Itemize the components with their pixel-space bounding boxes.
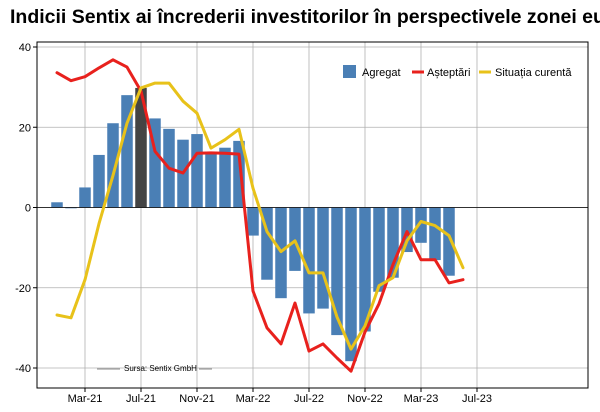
y-tick-label: -40 — [15, 363, 31, 375]
bar-agregat — [135, 87, 147, 208]
bar-agregat — [331, 207, 343, 336]
y-tick-label: -20 — [15, 283, 31, 295]
legend-swatch-agregat — [343, 65, 356, 78]
bar-agregat — [401, 207, 413, 253]
bar-agregat — [191, 134, 203, 208]
bar-agregat — [317, 207, 329, 309]
bar-agregat — [93, 154, 105, 208]
bar-agregat — [415, 207, 427, 243]
bar-agregat — [387, 207, 399, 278]
bar-agregat — [219, 147, 231, 208]
x-tick-label: Mar-23 — [404, 393, 439, 405]
chart-title: Indicii Sentix ai încrederii investitori… — [10, 6, 600, 28]
bar-agregat — [121, 95, 133, 208]
x-tick-label: Nov-21 — [179, 393, 214, 405]
y-tick-label: 40 — [19, 42, 31, 54]
legend-label-asteptari: Așteptări — [427, 67, 470, 79]
legend-label-situatia-curenta: Situația curentă — [495, 67, 572, 79]
bar-agregat — [79, 187, 91, 208]
bar-agregat — [443, 207, 455, 276]
x-tick-label: Jul-23 — [462, 393, 492, 405]
y-tick-label: 20 — [19, 122, 31, 134]
x-tick-label: Mar-21 — [68, 393, 103, 405]
bar-agregat — [107, 123, 119, 208]
bar-agregat — [359, 207, 371, 332]
bar-agregat — [149, 118, 161, 208]
plot-frame — [36, 41, 589, 389]
legend-label-agregat: Agregat — [362, 67, 401, 79]
source-note: Sursa: Sentix GmbH — [124, 364, 197, 373]
bar-agregat — [233, 140, 245, 208]
bar-agregat — [289, 207, 301, 271]
bar-agregat — [429, 207, 441, 261]
bar-agregat — [205, 153, 217, 208]
bar-agregat — [65, 207, 77, 209]
x-tick-label: Jul-21 — [126, 393, 156, 405]
line-situatia-curenta — [55, 81, 465, 351]
bar-agregat — [373, 207, 385, 292]
bar-agregat — [247, 207, 259, 236]
bar-agregat — [51, 202, 63, 208]
x-tick-label: Jul-22 — [294, 393, 324, 405]
bar-agregat — [261, 207, 273, 280]
bar-agregat — [345, 207, 357, 362]
x-tick-label: Mar-22 — [236, 393, 271, 405]
y-tick-label: 0 — [25, 203, 31, 215]
bar-agregat — [303, 207, 315, 314]
line-asteptari — [55, 58, 465, 373]
x-tick-label: Nov-22 — [347, 393, 382, 405]
